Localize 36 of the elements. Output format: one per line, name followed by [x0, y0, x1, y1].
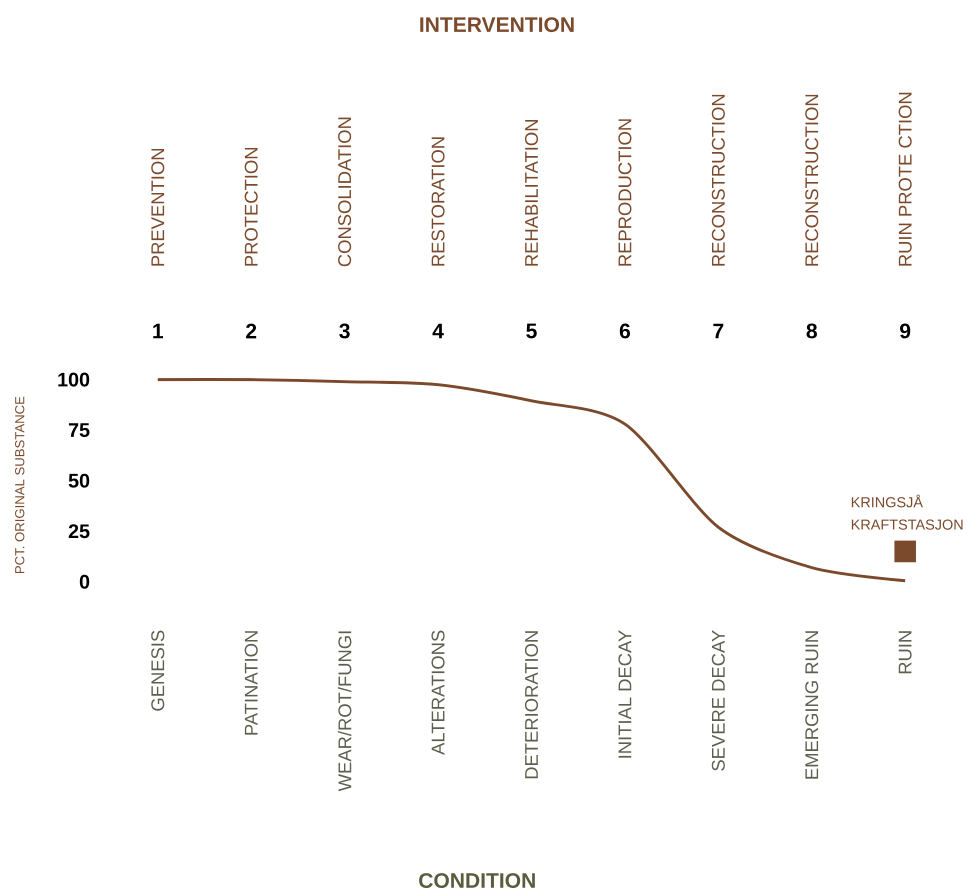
text: 4	[432, 324, 444, 338]
y-tick-label: 50	[68, 474, 90, 488]
text: RUIN PROTE CTION	[898, 92, 912, 266]
x-tick-label: EMERGING RUIN	[805, 631, 818, 778]
text: RECONSTRUCTION	[712, 94, 725, 266]
text: RESTORATION	[432, 137, 445, 266]
series-label: KRINGSJÅ KRAFTSTASJON	[852, 494, 963, 530]
text: 5	[526, 323, 537, 338]
text: 2	[246, 323, 256, 338]
y-tick-label: 100	[58, 372, 90, 386]
x-tick-label: PATINATION	[244, 631, 258, 734]
y-tick-label: 75	[68, 423, 90, 437]
text: REHABILITATION	[524, 120, 538, 266]
y-tick-label: 25	[68, 524, 90, 538]
y-axis-title: PCT. ORIGINAL SUBSTANCE	[15, 396, 24, 573]
text: 9	[900, 323, 910, 338]
text: 1	[153, 324, 164, 338]
text: 6	[620, 323, 630, 338]
text: RECONSTRUCTION	[805, 94, 818, 266]
chart-title: INTERVENTION	[420, 17, 574, 32]
text: CONSOLIDATION	[338, 117, 352, 266]
x-axis-title: CONDITION	[419, 872, 535, 888]
text: REPRODUCTION	[618, 119, 632, 266]
x-tick-label: WEAR/ROT/FUNGI	[338, 631, 352, 792]
text: 7	[713, 324, 724, 338]
x-tick-label: RUIN	[898, 631, 912, 674]
x-tick-label: GENESIS	[151, 630, 164, 711]
text: 3	[339, 323, 350, 338]
x-tick-label: ALTERATIONS	[432, 630, 445, 755]
y-tick-label: 0	[80, 574, 90, 589]
text: PREVENTION	[151, 148, 164, 266]
x-tick-label: DETERIORATION	[524, 631, 538, 778]
x-tick-label: INITIAL DECAY	[618, 630, 632, 758]
x-tick-label: SEVERE DECAY	[712, 630, 725, 771]
text: PROTECTION	[244, 148, 258, 266]
text: 8	[806, 323, 817, 338]
